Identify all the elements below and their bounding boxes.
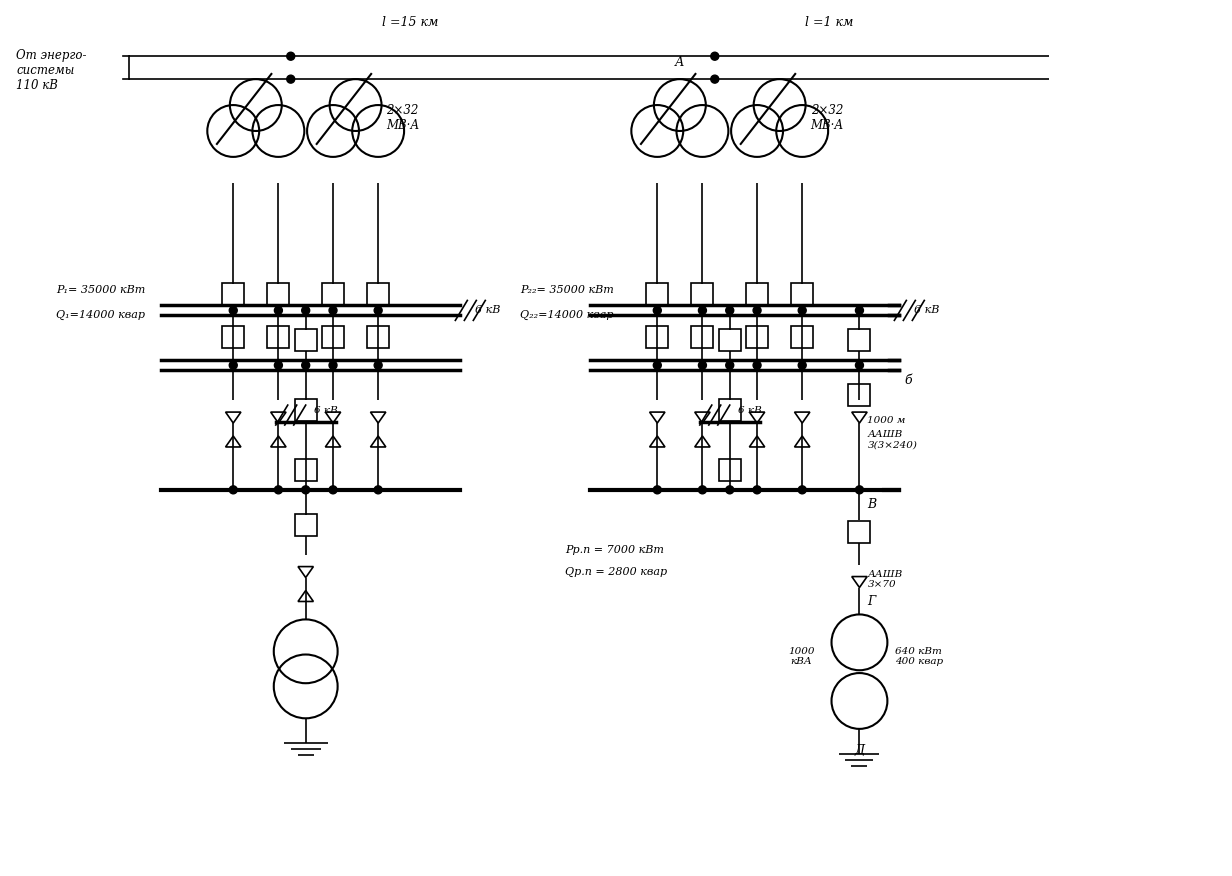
- Circle shape: [275, 307, 282, 314]
- Text: От энерго-
системы
110 кВ: От энерго- системы 110 кВ: [16, 49, 86, 92]
- Circle shape: [653, 361, 662, 369]
- Bar: [222, 327, 244, 349]
- Text: 2×32
МВ·А: 2×32 МВ·А: [811, 104, 844, 132]
- Circle shape: [699, 486, 706, 494]
- Circle shape: [229, 307, 238, 314]
- Text: А: А: [675, 56, 685, 69]
- Bar: [849, 385, 871, 406]
- Text: l =1 км: l =1 км: [806, 17, 854, 29]
- Text: 6 кВ: 6 кВ: [738, 406, 761, 414]
- Circle shape: [329, 486, 338, 494]
- Circle shape: [375, 486, 382, 494]
- Bar: [849, 329, 871, 351]
- Text: Q₂₂=14000 квар: Q₂₂=14000 квар: [520, 310, 614, 321]
- Circle shape: [726, 486, 734, 494]
- Text: Qр.п = 2800 квар: Qр.п = 2800 квар: [565, 567, 668, 576]
- Circle shape: [699, 307, 706, 314]
- Circle shape: [229, 361, 238, 369]
- Circle shape: [653, 486, 662, 494]
- Bar: [294, 459, 317, 481]
- Circle shape: [287, 53, 294, 60]
- Text: 6 кВ: 6 кВ: [914, 306, 940, 315]
- Bar: [747, 327, 768, 349]
- Text: Рр.п = 7000 кВт: Рр.п = 7000 кВт: [565, 545, 664, 555]
- Bar: [267, 284, 290, 306]
- Circle shape: [302, 307, 309, 314]
- Text: Q₁=14000 квар: Q₁=14000 квар: [57, 310, 145, 321]
- Circle shape: [229, 486, 238, 494]
- Bar: [718, 459, 740, 481]
- Text: 640 кВт
400 квар: 640 кВт 400 квар: [896, 646, 944, 666]
- Bar: [647, 327, 668, 349]
- Circle shape: [653, 307, 662, 314]
- Bar: [718, 399, 740, 421]
- Circle shape: [275, 361, 282, 369]
- Circle shape: [275, 486, 282, 494]
- Circle shape: [329, 361, 338, 369]
- Text: 1000
кВА: 1000 кВА: [788, 646, 814, 666]
- Circle shape: [711, 75, 718, 83]
- Bar: [367, 327, 389, 349]
- Text: б: б: [904, 374, 912, 386]
- Circle shape: [302, 486, 309, 494]
- Bar: [222, 284, 244, 306]
- Text: ААШВ
3×70: ААШВ 3×70: [867, 570, 903, 590]
- Circle shape: [375, 307, 382, 314]
- Bar: [849, 520, 871, 542]
- Bar: [791, 284, 813, 306]
- Circle shape: [711, 53, 718, 60]
- Text: ААШВ
3(3×240): ААШВ 3(3×240): [867, 430, 918, 449]
- Bar: [367, 284, 389, 306]
- Text: 6 кВ: 6 кВ: [314, 406, 338, 414]
- Circle shape: [726, 361, 734, 369]
- Circle shape: [855, 307, 864, 314]
- Text: Р₂₂= 35000 кВт: Р₂₂= 35000 кВт: [520, 286, 614, 295]
- Bar: [294, 399, 317, 421]
- Circle shape: [798, 361, 806, 369]
- Text: 2×32
МВ·А: 2×32 МВ·А: [387, 104, 420, 132]
- Bar: [647, 284, 668, 306]
- Text: l =15 км: l =15 км: [382, 17, 439, 29]
- Circle shape: [855, 486, 864, 494]
- Circle shape: [798, 486, 806, 494]
- Bar: [322, 327, 344, 349]
- Text: Г: Г: [867, 595, 876, 608]
- Bar: [322, 284, 344, 306]
- Text: 6 кВ: 6 кВ: [476, 306, 500, 315]
- Bar: [718, 329, 740, 351]
- Bar: [791, 327, 813, 349]
- Text: Р₁= 35000 кВт: Р₁= 35000 кВт: [57, 286, 145, 295]
- Circle shape: [798, 307, 806, 314]
- Bar: [747, 284, 768, 306]
- Circle shape: [855, 361, 864, 369]
- Text: Д: Д: [854, 744, 865, 757]
- Bar: [691, 327, 713, 349]
- Circle shape: [753, 486, 761, 494]
- Circle shape: [287, 75, 294, 83]
- Bar: [691, 284, 713, 306]
- Text: 1000 м: 1000 м: [867, 415, 906, 425]
- Text: В: В: [867, 498, 876, 511]
- Bar: [294, 329, 317, 351]
- Circle shape: [753, 361, 761, 369]
- Bar: [267, 327, 290, 349]
- Circle shape: [375, 361, 382, 369]
- Circle shape: [699, 361, 706, 369]
- Circle shape: [329, 307, 338, 314]
- Circle shape: [753, 307, 761, 314]
- Circle shape: [302, 361, 309, 369]
- Bar: [294, 513, 317, 536]
- Circle shape: [726, 307, 734, 314]
